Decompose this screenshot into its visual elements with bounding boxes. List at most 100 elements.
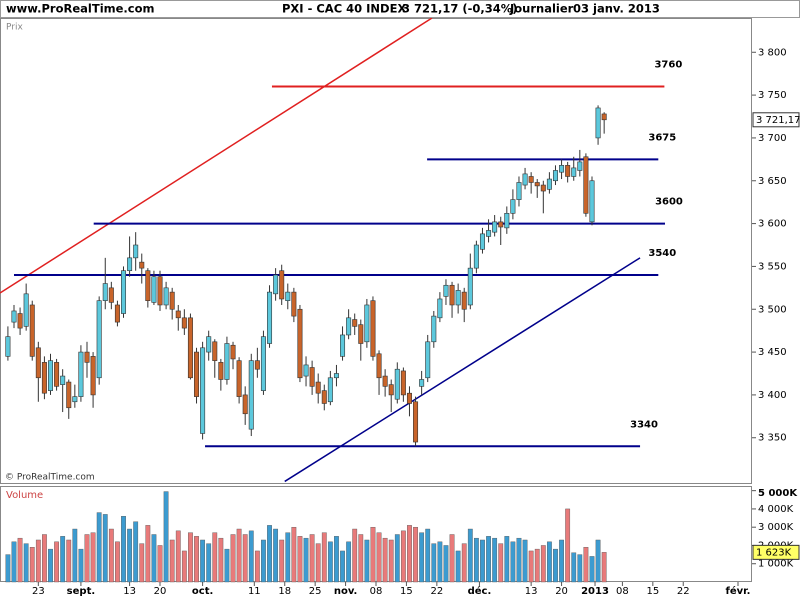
y-tick-label: 3 550 xyxy=(758,261,787,272)
candle-body xyxy=(559,165,565,173)
level-label: 3540 xyxy=(648,248,676,259)
candle-body xyxy=(504,213,510,229)
candle-body xyxy=(455,290,461,306)
volume-bar xyxy=(528,550,534,583)
volume-bar xyxy=(267,525,272,583)
candle-body xyxy=(41,362,47,394)
volume-bar xyxy=(376,532,382,583)
volume-bar xyxy=(340,550,345,583)
candle-body xyxy=(449,284,455,306)
volume-bar xyxy=(352,528,358,583)
candle-body xyxy=(151,276,157,303)
volume-bar xyxy=(510,541,516,583)
volume-bar xyxy=(29,547,35,583)
y-tick-label: 3 700 xyxy=(758,133,787,144)
volume-bar xyxy=(346,541,352,583)
volume-bar xyxy=(321,532,327,583)
candle-body xyxy=(370,300,376,357)
volume-bar xyxy=(108,528,114,583)
candle-body xyxy=(534,182,540,187)
volume-bar xyxy=(437,541,443,583)
x-tick-label: 20 xyxy=(154,586,167,597)
volume-bar xyxy=(242,534,248,583)
candle-body xyxy=(5,336,11,357)
candle-body xyxy=(218,362,224,380)
candle-body xyxy=(90,356,96,396)
volume-bar xyxy=(303,537,309,583)
candle-body xyxy=(382,375,388,387)
candle-body xyxy=(394,368,400,400)
volume-bar xyxy=(127,528,132,583)
volume-bar xyxy=(431,543,437,583)
candle-body xyxy=(346,317,352,336)
candle-body xyxy=(571,167,577,177)
candle-body xyxy=(285,291,291,301)
volume-bar xyxy=(461,543,467,583)
candle-body xyxy=(248,360,254,430)
volume-bar xyxy=(151,534,157,583)
volume-bar xyxy=(315,543,321,583)
annotations xyxy=(0,18,665,483)
volume-bar xyxy=(236,528,242,583)
candle-body xyxy=(157,276,163,306)
volume-bar xyxy=(480,539,485,583)
volume-bar xyxy=(388,539,394,583)
volume-bar xyxy=(601,552,607,583)
x-tick-label: 13 xyxy=(123,586,136,597)
x-tick-label: 18 xyxy=(278,586,291,597)
volume-bar xyxy=(382,537,388,583)
volume-bar xyxy=(327,541,333,583)
trend-line xyxy=(0,18,433,294)
volume-bar xyxy=(66,539,72,583)
candle-body xyxy=(406,392,412,404)
candle-body xyxy=(11,310,17,323)
volume-bar xyxy=(449,534,455,583)
x-tick-label: 11 xyxy=(248,586,261,597)
volume-bar xyxy=(121,516,126,583)
candle-body xyxy=(583,156,589,214)
candle-body xyxy=(340,334,346,357)
volume-bar xyxy=(60,536,66,583)
volume-bar xyxy=(467,528,473,583)
candle-body xyxy=(486,230,492,237)
candle-body xyxy=(72,396,78,403)
volume-bar xyxy=(589,556,595,583)
volume-bar xyxy=(504,536,510,583)
volume-bar xyxy=(455,550,461,583)
candle-body xyxy=(601,113,607,121)
candle-body xyxy=(327,377,333,403)
volume-bar xyxy=(595,539,601,583)
volume-bar xyxy=(577,554,583,583)
candle-body xyxy=(358,324,364,344)
x-tick-label: 15 xyxy=(400,586,413,597)
x-tick-label: 08 xyxy=(616,586,629,597)
volume-bar xyxy=(163,491,169,583)
volume-bar xyxy=(419,532,425,583)
trend-line xyxy=(284,257,641,483)
x-tick-label: sept. xyxy=(67,586,95,597)
volume-tick-label: 1 000K xyxy=(758,559,794,570)
candle-body xyxy=(461,291,467,310)
volume-bar xyxy=(212,532,218,583)
candle-body xyxy=(139,261,145,269)
volume-tick-label: 3 000K xyxy=(758,522,794,533)
volume-bar xyxy=(559,539,564,583)
volume-bar xyxy=(273,528,279,583)
volume-bar xyxy=(23,543,29,583)
candle-body xyxy=(552,170,558,182)
y-tick-label: 3 500 xyxy=(758,304,787,315)
volume-bar xyxy=(370,526,376,583)
y-tick-label: 3 650 xyxy=(758,176,787,187)
period: Journalier xyxy=(509,2,574,16)
candle-body xyxy=(236,360,242,397)
candle-body xyxy=(376,353,382,379)
candle-body xyxy=(321,390,327,404)
candle-body xyxy=(127,257,133,272)
volume-bar xyxy=(17,537,23,583)
volume-bar xyxy=(115,541,120,583)
candle-body xyxy=(388,384,394,396)
last-close-box xyxy=(752,112,800,128)
volume-bar xyxy=(261,539,266,583)
candle-body xyxy=(60,375,66,385)
